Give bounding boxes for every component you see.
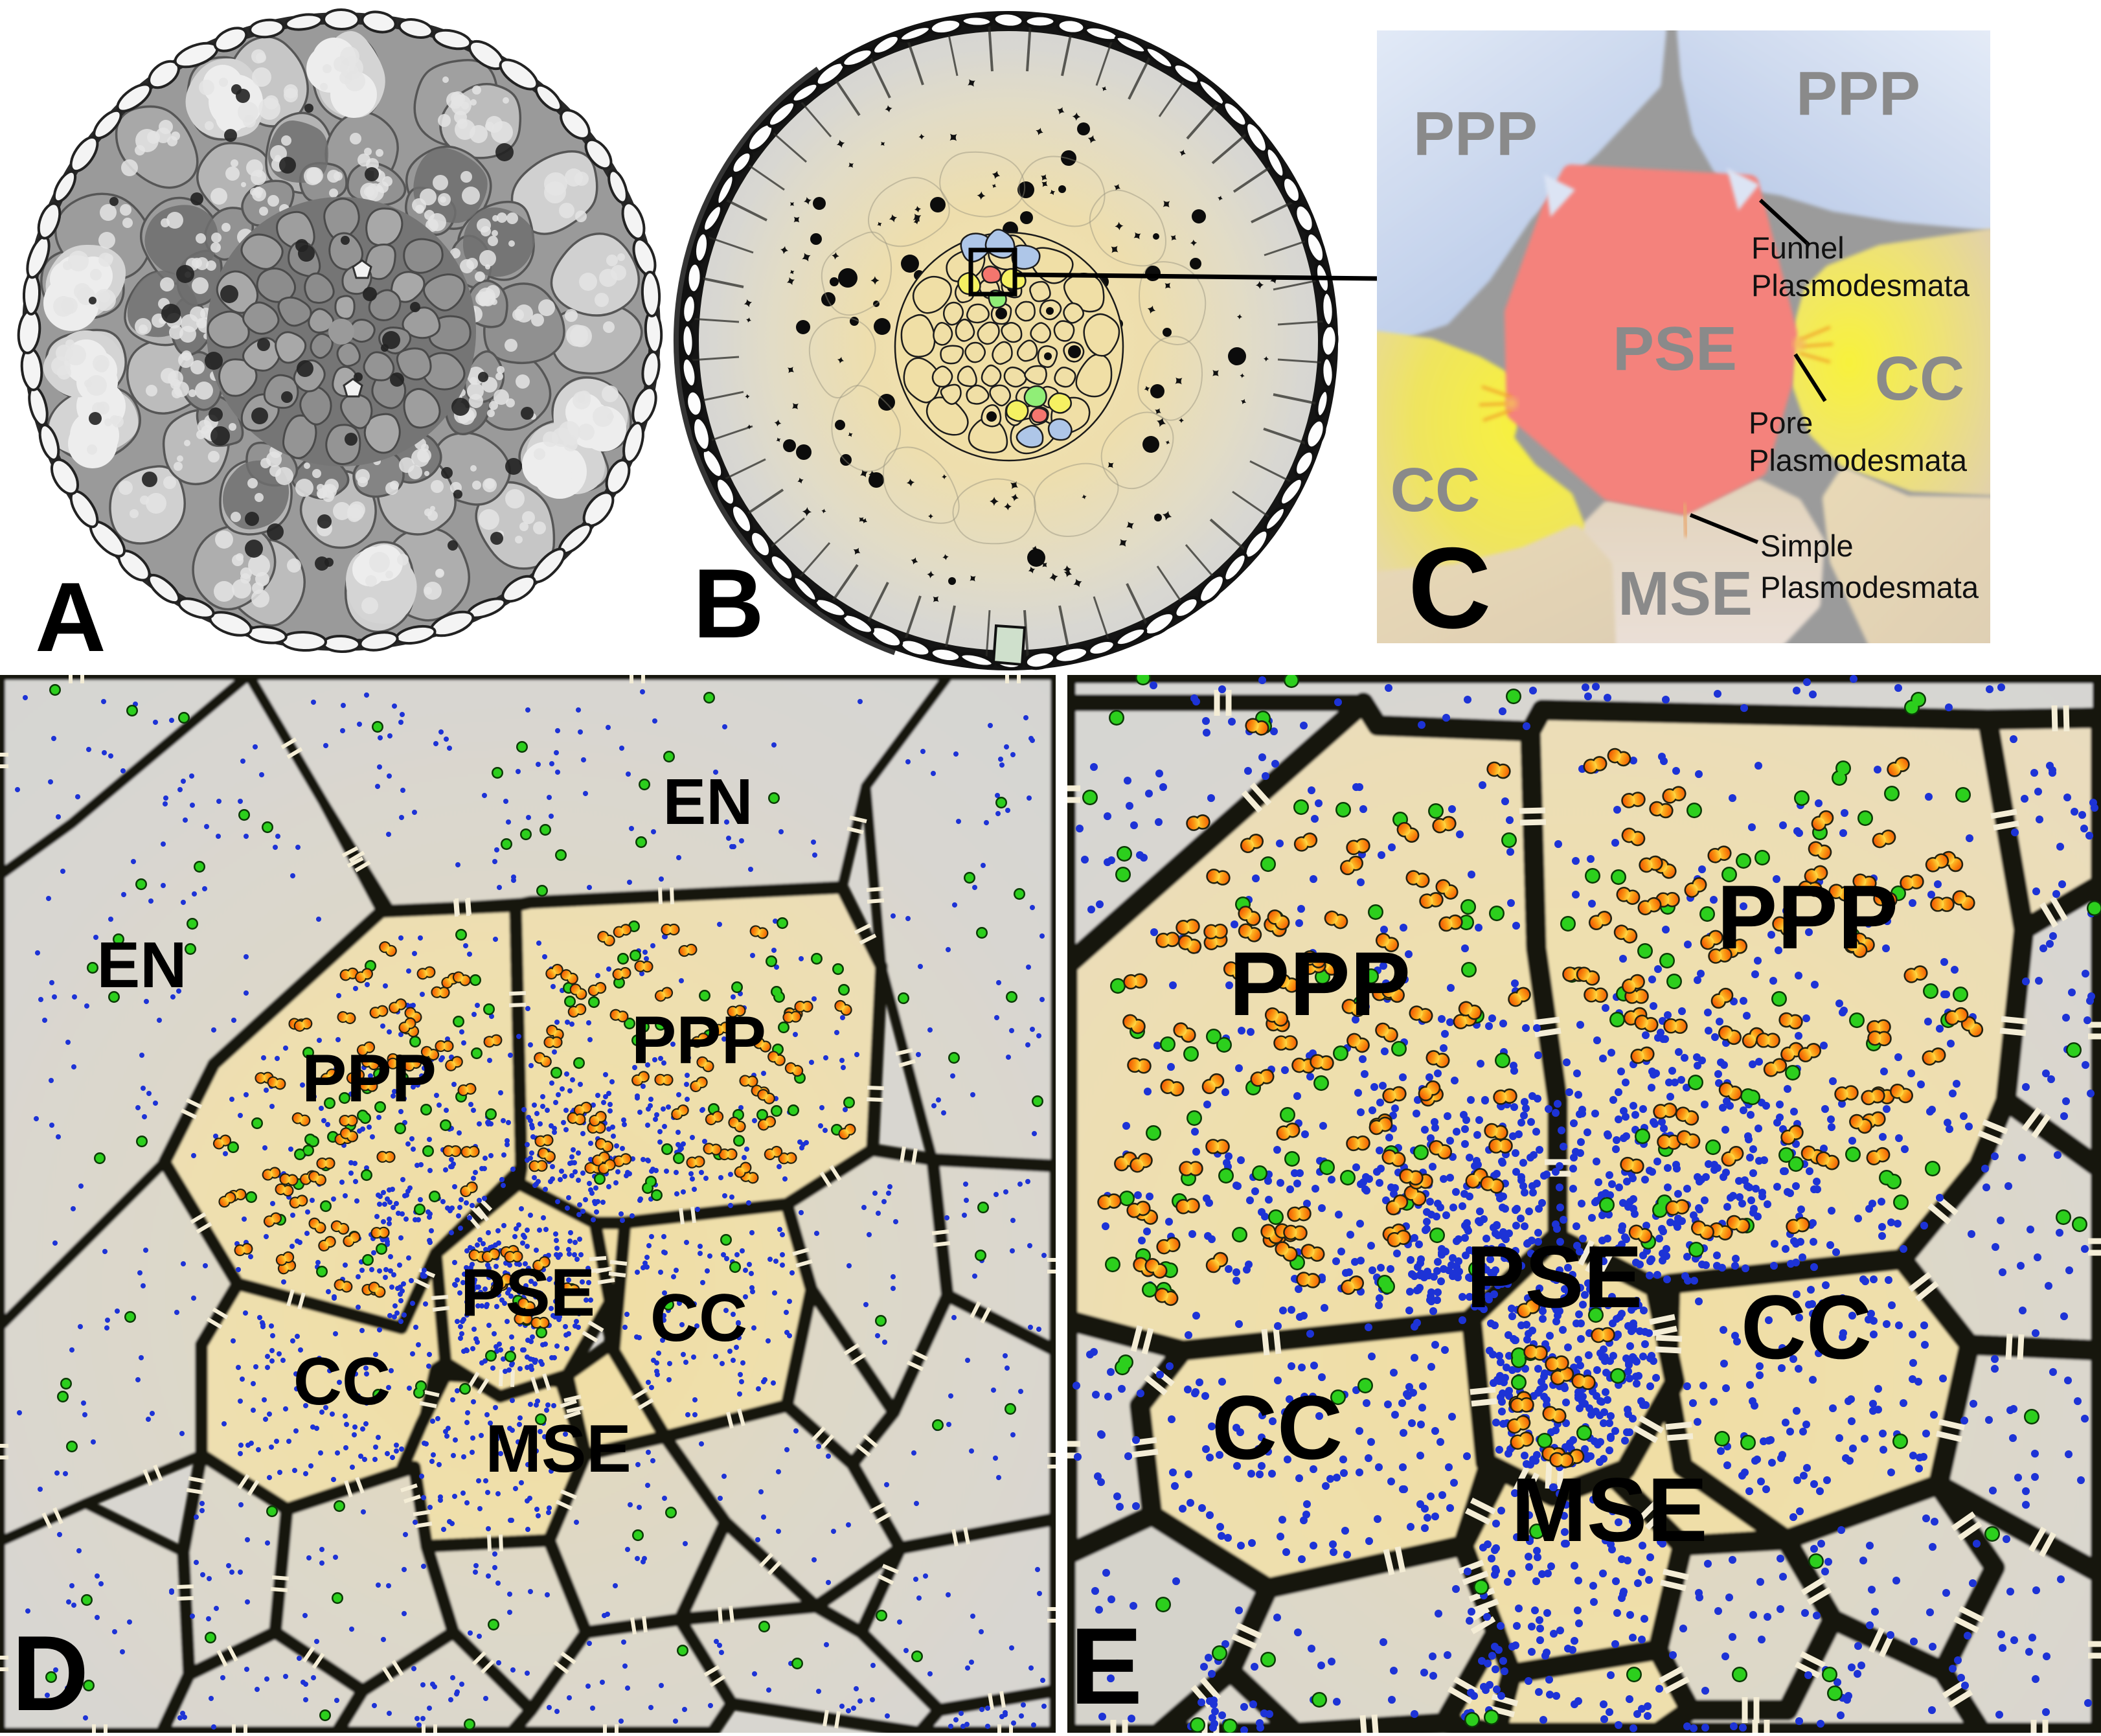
svg-text:E: E bbox=[1070, 1605, 1142, 1727]
svg-text:PPP: PPP bbox=[1229, 933, 1411, 1034]
svg-text:EN: EN bbox=[663, 766, 753, 838]
svg-text:PPP: PPP bbox=[631, 1003, 766, 1078]
svg-text:Plasmodesmata: Plasmodesmata bbox=[1751, 268, 1970, 303]
svg-text:CC: CC bbox=[293, 1344, 391, 1419]
svg-text:CC: CC bbox=[1875, 344, 1965, 413]
svg-text:C: C bbox=[1408, 523, 1492, 652]
svg-text:A: A bbox=[35, 562, 106, 672]
svg-text:CC: CC bbox=[1391, 455, 1481, 525]
svg-text:EN: EN bbox=[97, 929, 187, 1001]
svg-text:PPP: PPP bbox=[1413, 99, 1538, 168]
svg-text:PPP: PPP bbox=[1796, 59, 1920, 128]
svg-text:CC: CC bbox=[1741, 1276, 1872, 1378]
svg-text:Funnel: Funnel bbox=[1751, 231, 1845, 265]
svg-text:MSE: MSE bbox=[485, 1411, 631, 1487]
svg-text:PSE: PSE bbox=[460, 1255, 595, 1331]
svg-text:D: D bbox=[12, 1614, 89, 1733]
svg-text:Plasmodesmata: Plasmodesmata bbox=[1749, 443, 1968, 477]
svg-text:MSE: MSE bbox=[1511, 1459, 1707, 1560]
svg-text:Pore: Pore bbox=[1749, 405, 1813, 440]
svg-text:MSE: MSE bbox=[1618, 559, 1753, 628]
svg-text:CC: CC bbox=[650, 1281, 747, 1356]
svg-text:PSE: PSE bbox=[1613, 314, 1737, 383]
svg-text:PPP: PPP bbox=[1717, 866, 1898, 968]
svg-text:Plasmodesmata: Plasmodesmata bbox=[1760, 570, 1979, 604]
svg-text:B: B bbox=[693, 549, 764, 659]
svg-text:CC: CC bbox=[1212, 1376, 1343, 1478]
svg-text:PPP: PPP bbox=[302, 1041, 437, 1116]
svg-text:PSE: PSE bbox=[1466, 1228, 1642, 1326]
svg-text:Simple: Simple bbox=[1760, 529, 1854, 563]
